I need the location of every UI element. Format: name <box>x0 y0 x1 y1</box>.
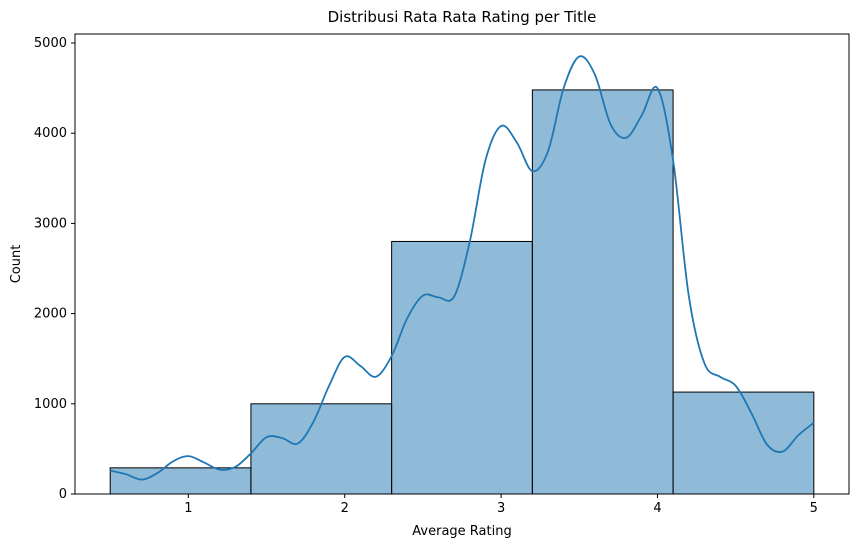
kde-line <box>109 55 815 481</box>
bar-1 <box>109 467 252 495</box>
x-tick-label-5: 5 <box>810 501 818 516</box>
bar-2 <box>250 403 393 495</box>
y-tick-label-4000: 4000 <box>34 126 67 141</box>
bars-group <box>109 89 815 495</box>
y-tick-label-5000: 5000 <box>34 36 67 51</box>
x-tick-label-3: 3 <box>497 501 505 516</box>
bar-3 <box>391 240 533 495</box>
x-axis: 1 2 3 4 5 <box>184 494 818 516</box>
x-tick-label-2: 2 <box>341 501 349 516</box>
kde-group <box>109 55 815 481</box>
plot-frame <box>74 33 850 495</box>
y-tick-label-3000: 3000 <box>34 216 67 231</box>
bar-4 <box>531 89 674 495</box>
x-axis-label: Average Rating <box>412 524 511 539</box>
x-tick-label-4: 4 <box>653 501 661 516</box>
y-tick-label-1000: 1000 <box>34 397 67 412</box>
y-tick-label-2000: 2000 <box>34 307 67 322</box>
y-tick-label-0: 0 <box>59 487 67 502</box>
y-axis: 0 1000 2000 3000 4000 5000 <box>34 36 75 502</box>
x-tick-label-1: 1 <box>184 501 192 516</box>
chart-title: Distribusi Rata Rata Rating per Title <box>328 8 597 26</box>
y-axis-label: Count <box>9 245 24 284</box>
bar-5 <box>672 391 815 495</box>
